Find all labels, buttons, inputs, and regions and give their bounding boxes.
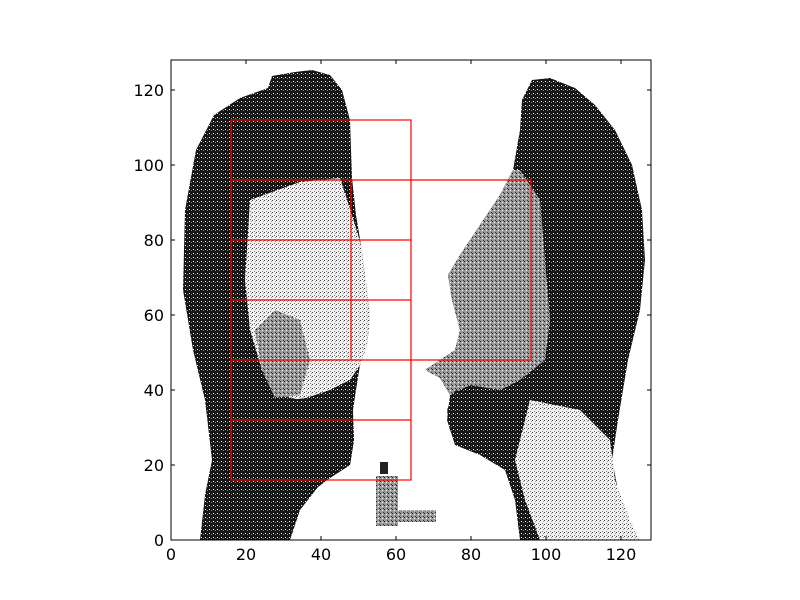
x-tick-label: 0 — [166, 545, 176, 564]
y-tick-label: 20 — [144, 456, 164, 475]
x-tick-label: 100 — [531, 545, 562, 564]
x-tick-label: 80 — [461, 545, 481, 564]
y-tick-label: 0 — [154, 531, 164, 550]
y-tick-label: 100 — [133, 156, 164, 175]
y-tick-label: 120 — [133, 81, 164, 100]
left-head-silhouette — [183, 70, 370, 540]
x-tick-label: 60 — [386, 545, 406, 564]
y-tick-label: 40 — [144, 381, 164, 400]
x-tick-label: 20 — [236, 545, 256, 564]
y-tick-label: 80 — [144, 231, 164, 250]
y-tick-label: 60 — [144, 306, 164, 325]
x-tick-label: 40 — [311, 545, 331, 564]
x-tick-label: 120 — [606, 545, 637, 564]
